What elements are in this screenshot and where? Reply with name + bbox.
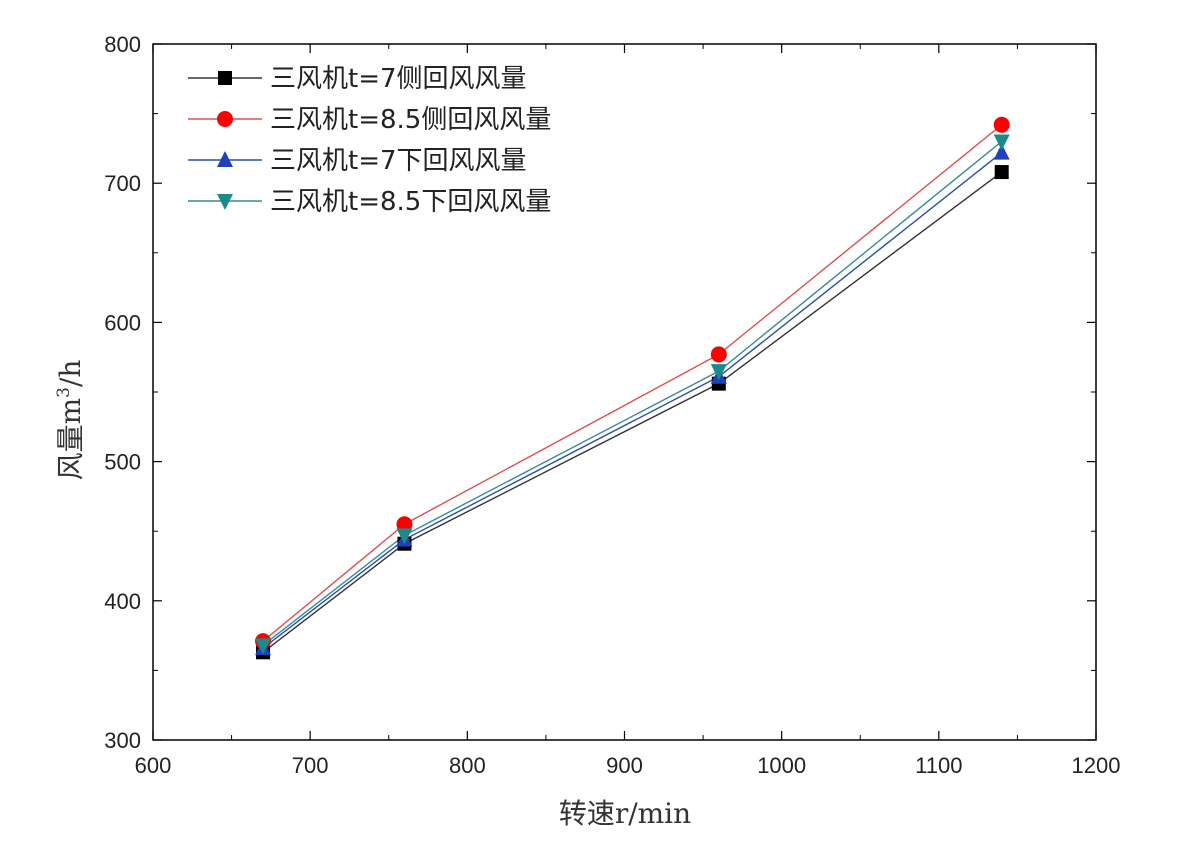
y-tick-label: 600 xyxy=(104,310,141,335)
x-tick-label: 900 xyxy=(606,753,643,778)
y-axis-title: 风量m3/h xyxy=(54,360,87,481)
series-2-point xyxy=(396,516,413,533)
y-tick-label: 400 xyxy=(104,589,141,614)
y-tick-label: 700 xyxy=(104,171,141,196)
series-1-point xyxy=(994,165,1009,180)
legend-label: 三风机t=8.5下回风风量 xyxy=(270,187,551,217)
legend-label: 三风机t=7下回风风量 xyxy=(270,146,527,176)
x-tick-label: 800 xyxy=(449,753,486,778)
x-tick-label: 600 xyxy=(135,753,172,778)
x-tick-label: 700 xyxy=(292,753,329,778)
x-tick-label: 1200 xyxy=(1072,753,1121,778)
legend-marker xyxy=(218,71,232,85)
y-tick-label: 800 xyxy=(104,32,141,57)
series-line-4 xyxy=(262,140,1003,646)
y-tick-label: 500 xyxy=(104,450,141,475)
legend-label: 三风机t=8.5侧回风风量 xyxy=(270,105,551,135)
x-tick-label: 1100 xyxy=(915,753,962,778)
x-axis-title: 转速r/min xyxy=(559,797,691,830)
legend-marker xyxy=(217,151,233,167)
series-line-1 xyxy=(262,171,1003,653)
series-3-point xyxy=(993,143,1010,160)
series-4-point xyxy=(993,134,1010,151)
series-2-point xyxy=(710,346,727,363)
series-4-point xyxy=(396,528,413,545)
legend-label: 三风机t=7侧回风风量 xyxy=(270,64,527,94)
x-tick-label: 1000 xyxy=(757,753,806,778)
legend: 三风机t=7侧回风风量三风机t=8.5侧回风风量三风机t=7下回风风量三风机t=… xyxy=(188,64,551,217)
legend-marker xyxy=(217,111,233,127)
series-line-2 xyxy=(262,124,1003,642)
y-axis-title-tail: /h xyxy=(54,360,87,387)
series-line-3 xyxy=(262,152,1003,649)
y-axis-title-main: 风量m xyxy=(54,398,87,481)
series-4-point xyxy=(255,638,272,655)
legend-marker xyxy=(217,194,233,210)
y-axis-title-sup: 3 xyxy=(54,387,74,398)
y-tick-label: 300 xyxy=(104,728,141,753)
series-4-point xyxy=(710,364,727,381)
series-2-point xyxy=(993,116,1010,133)
